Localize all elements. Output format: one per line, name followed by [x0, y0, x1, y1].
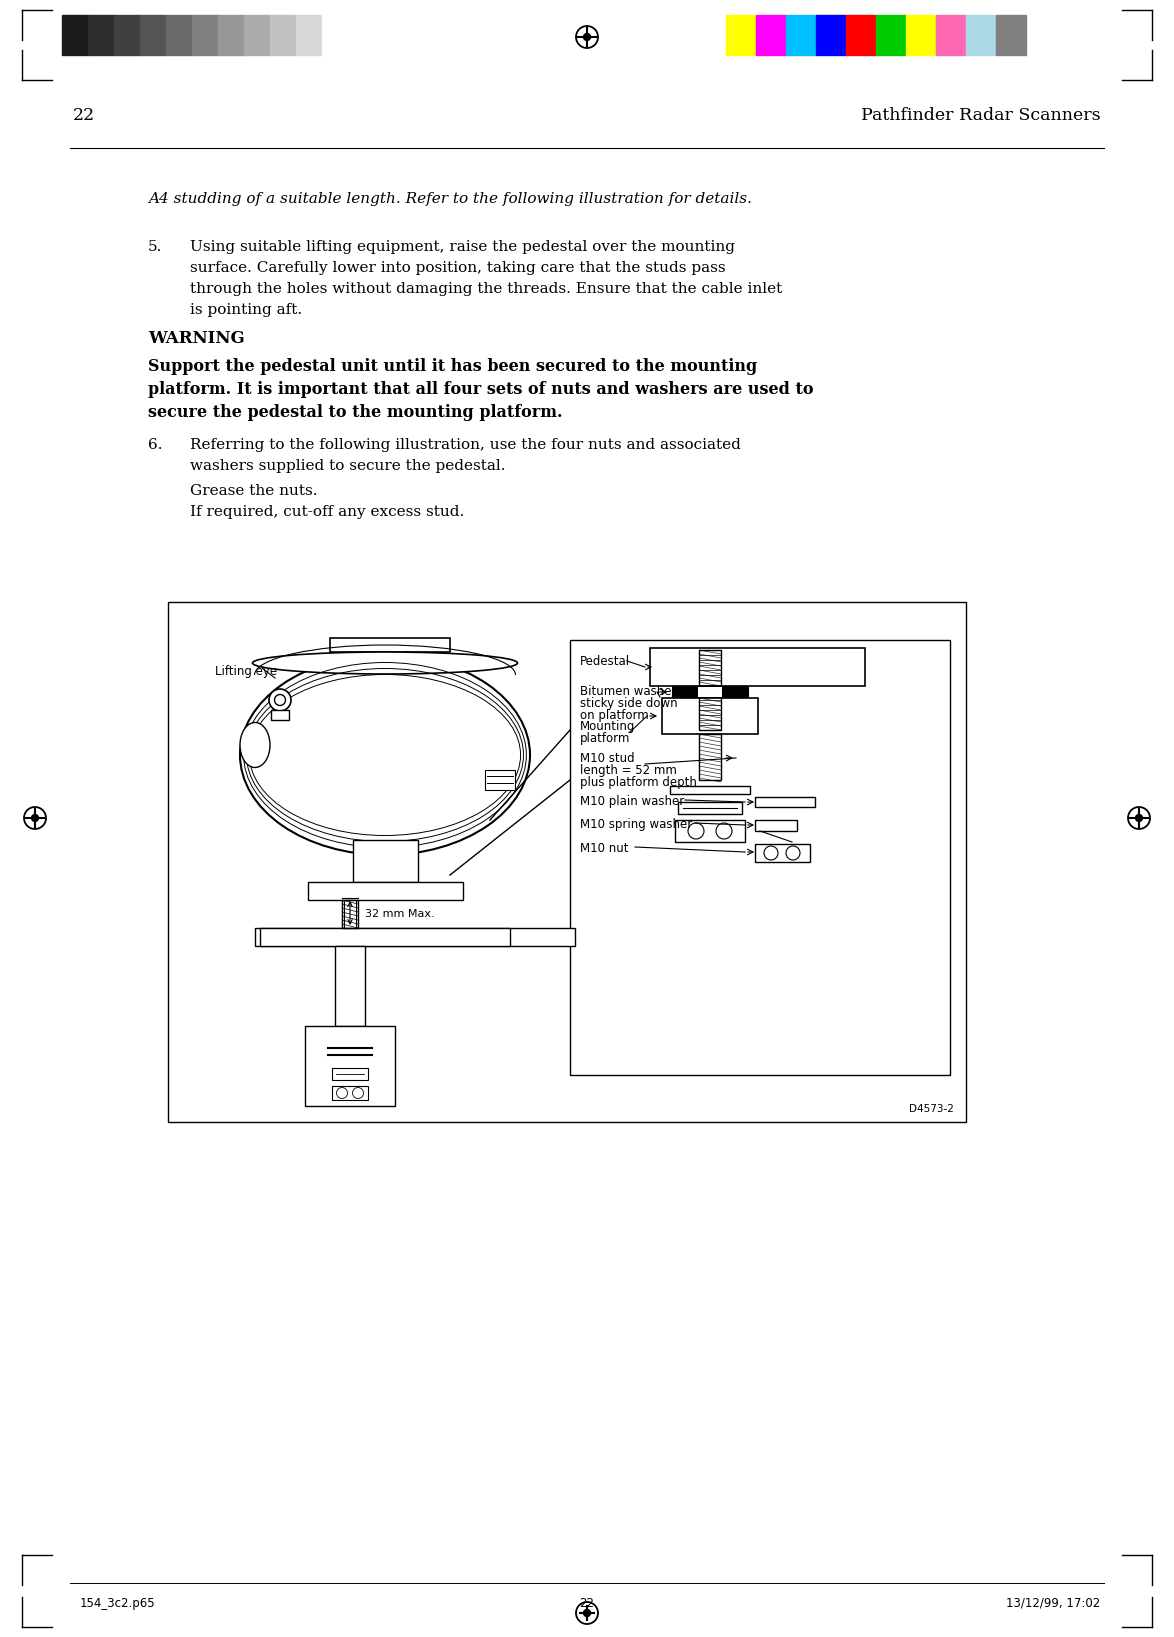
Bar [485, 769, 515, 791]
Text: 22: 22 [580, 1598, 594, 1611]
Text: 13/12/99, 17:02: 13/12/99, 17:02 [1006, 1598, 1100, 1611]
Text: If required, cut-off any excess stud.: If required, cut-off any excess stud. [190, 504, 464, 519]
Text: WARNING: WARNING [148, 331, 244, 347]
Bar [218, 15, 244, 56]
Bar [846, 15, 876, 56]
Bar [271, 710, 289, 720]
Text: 32 mm Max.: 32 mm Max. [365, 909, 434, 918]
Text: M10 stud: M10 stud [580, 751, 635, 764]
Text: Pedestal: Pedestal [580, 655, 630, 668]
Text: M10 nut: M10 nut [580, 841, 628, 855]
Bar [787, 15, 816, 56]
Text: M10 spring washer: M10 spring washer [580, 818, 693, 832]
Bar [270, 15, 296, 56]
Bar [816, 15, 846, 56]
Bar [259, 928, 510, 946]
Bar [140, 15, 166, 56]
Bar [255, 928, 575, 946]
Bar [756, 15, 787, 56]
Bar [876, 15, 906, 56]
Bar [308, 882, 463, 900]
Bar [88, 15, 114, 56]
Bar [114, 15, 140, 56]
Text: 22: 22 [73, 106, 95, 123]
Text: Mounting: Mounting [580, 720, 635, 733]
Text: M10 plain washer: M10 plain washer [580, 796, 684, 809]
Text: surface. Carefully lower into position, taking care that the studs pass: surface. Carefully lower into position, … [190, 260, 726, 275]
Circle shape [583, 1609, 591, 1616]
Bar [662, 697, 758, 733]
Bar [193, 15, 218, 56]
Bar [936, 15, 966, 56]
Bar [353, 840, 418, 882]
Bar [62, 15, 88, 56]
Text: 6.: 6. [148, 439, 162, 452]
Bar [726, 15, 756, 56]
Bar [166, 15, 193, 56]
Bar [670, 786, 750, 794]
Bar [344, 900, 356, 928]
Bar [699, 733, 721, 779]
Ellipse shape [239, 722, 270, 768]
Text: D4573-2: D4573-2 [909, 1103, 954, 1115]
Bar [330, 638, 450, 652]
Bar [332, 1067, 367, 1080]
Bar [672, 686, 748, 697]
Bar [755, 797, 815, 807]
Bar [906, 15, 936, 56]
Bar [755, 820, 797, 832]
Bar [699, 650, 721, 730]
Text: through the holes without damaging the threads. Ensure that the cable inlet: through the holes without damaging the t… [190, 282, 782, 296]
Bar [332, 1085, 367, 1100]
Bar [675, 820, 745, 841]
Circle shape [269, 689, 291, 710]
Text: on platform: on platform [580, 709, 649, 722]
Text: length = 52 mm: length = 52 mm [580, 764, 677, 778]
Text: washers supplied to secure the pedestal.: washers supplied to secure the pedestal. [190, 458, 506, 473]
Text: Support the pedestal unit until it has been secured to the mounting: Support the pedestal unit until it has b… [148, 359, 757, 375]
Text: sticky side down: sticky side down [580, 697, 677, 710]
Text: is pointing aft.: is pointing aft. [190, 303, 302, 318]
Text: platform. It is important that all four sets of nuts and washers are used to: platform. It is important that all four … [148, 381, 814, 398]
Text: Bitumen washer,: Bitumen washer, [580, 684, 680, 697]
Bar [699, 688, 722, 697]
Text: 154_3c2.p65: 154_3c2.p65 [80, 1598, 156, 1611]
Bar [650, 648, 865, 686]
Bar [335, 946, 365, 1026]
Bar [755, 845, 810, 863]
Text: Referring to the following illustration, use the four nuts and associated: Referring to the following illustration,… [190, 439, 741, 452]
Text: Using suitable lifting equipment, raise the pedestal over the mounting: Using suitable lifting equipment, raise … [190, 241, 735, 254]
Ellipse shape [239, 655, 529, 855]
Bar [296, 15, 322, 56]
Bar [244, 15, 270, 56]
Text: platform: platform [580, 732, 630, 745]
Circle shape [583, 33, 591, 41]
Bar [571, 640, 950, 1076]
Text: plus platform depth: plus platform depth [580, 776, 697, 789]
Bar [322, 15, 348, 56]
Text: A4 studding of a suitable length. Refer to the following illustration for detail: A4 studding of a suitable length. Refer … [148, 192, 753, 206]
Circle shape [1135, 815, 1142, 822]
Text: secure the pedestal to the mounting platform.: secure the pedestal to the mounting plat… [148, 404, 562, 421]
Bar [168, 602, 966, 1121]
Bar [342, 900, 358, 928]
Circle shape [32, 815, 39, 822]
Text: Grease the nuts.: Grease the nuts. [190, 485, 317, 498]
Text: Lifting eye: Lifting eye [215, 665, 277, 678]
Text: Pathfinder Radar Scanners: Pathfinder Radar Scanners [862, 106, 1101, 123]
Ellipse shape [252, 652, 518, 674]
Text: 5.: 5. [148, 241, 162, 254]
Bar [996, 15, 1026, 56]
Bar [966, 15, 996, 56]
Bar [679, 802, 742, 814]
Bar [305, 1026, 394, 1107]
